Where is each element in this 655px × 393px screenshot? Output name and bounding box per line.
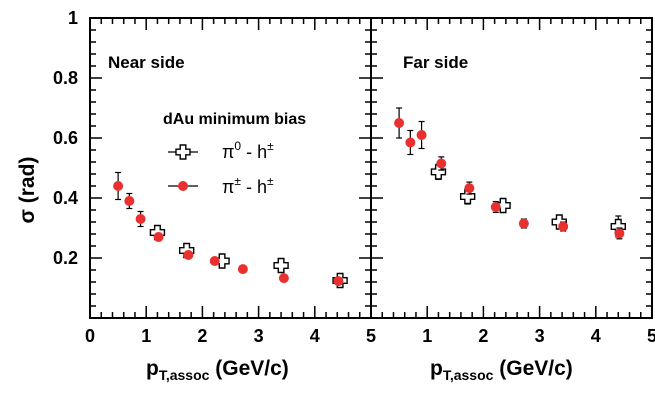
x-tick-label: 2 xyxy=(478,326,488,346)
data-point-pipm xyxy=(436,158,447,169)
y-tick-label: 0.2 xyxy=(53,248,78,268)
legend-label-pipm: π± - h± xyxy=(222,174,274,197)
data-point-pipm xyxy=(153,232,164,242)
legend-symbol-pipm xyxy=(178,181,188,191)
y-tick-label: 0.4 xyxy=(53,188,78,208)
y-tick-label: 0.8 xyxy=(53,68,78,88)
y-tick-label: 1 xyxy=(68,8,78,28)
legend-marker-pi0 xyxy=(168,144,198,160)
data-point-pipm xyxy=(518,218,529,229)
x-tick-label: 1 xyxy=(141,326,151,346)
legend-marker-pipm xyxy=(168,181,198,191)
y-axis-title: σ (rad) xyxy=(16,157,39,224)
y-tick-label: 0.6 xyxy=(53,128,78,148)
x-tick-label: 0 xyxy=(85,326,95,346)
x-tick-label: 2 xyxy=(197,326,207,346)
panel-title-near: Near side xyxy=(108,53,185,72)
x-tick-label: 4 xyxy=(310,326,320,346)
data-point-pipm xyxy=(405,137,416,148)
legend: dAu minimum bias π0 - h± π± - h± xyxy=(163,111,306,197)
legend-label-pi0: π0 - h± xyxy=(222,139,274,162)
x-tick-label: 3 xyxy=(535,326,545,346)
legend-symbol-pi0 xyxy=(175,144,191,160)
data-point-pipm xyxy=(113,181,124,191)
data-point-pipm xyxy=(490,202,501,212)
x-tick-label: 3 xyxy=(254,326,264,346)
data-point-pipm xyxy=(394,118,405,128)
panel-title-far: Far side xyxy=(403,53,468,72)
x-axis-title-right: pT,assoc (GeV/c) xyxy=(430,357,573,383)
x-tick-label: 5 xyxy=(366,326,376,346)
data-point-pipm xyxy=(464,183,475,194)
data-point-pipm xyxy=(124,196,135,206)
x-tick-label: 4 xyxy=(591,326,601,346)
x-axis-title-left: pT,assoc (GeV/c) xyxy=(146,357,289,383)
data-point-pipm xyxy=(614,228,625,239)
data-point-pipm xyxy=(558,221,569,232)
data-point-pipm xyxy=(237,264,248,275)
panel-frame-1 xyxy=(370,17,653,319)
x-tick-label: 1 xyxy=(422,326,432,346)
data-point-pipm xyxy=(135,214,146,224)
data-point-pipm xyxy=(278,273,289,284)
data-point-pipm xyxy=(416,130,427,140)
legend-title: dAu minimum bias xyxy=(163,111,306,128)
data-point-pi0 xyxy=(273,257,289,274)
x-tick-label: 5 xyxy=(647,326,655,346)
data-point-pipm xyxy=(209,256,220,266)
data-point-pipm xyxy=(183,250,194,260)
data-point-pipm xyxy=(333,276,344,287)
